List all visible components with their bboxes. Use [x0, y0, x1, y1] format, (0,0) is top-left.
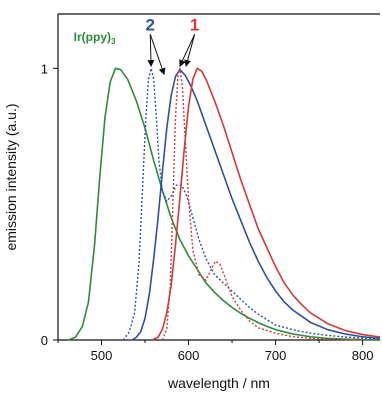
series-layer — [68, 67, 381, 341]
y-tick-label: 0 — [41, 333, 48, 348]
series-label-1: 1 — [190, 15, 199, 34]
series-line-0 — [68, 67, 381, 341]
series-label-subscript: 3 — [111, 37, 116, 46]
annotation-arrow — [149, 34, 166, 76]
series-label-2: 2 — [146, 15, 155, 34]
x-tick-label: 800 — [352, 348, 374, 363]
plot-frame — [57, 13, 380, 341]
annotation-arrow — [179, 34, 196, 67]
x-tick-label: 500 — [91, 348, 113, 363]
series-line-1 — [131, 68, 381, 341]
annotation-arrow — [147, 34, 155, 68]
series-line-4 — [161, 67, 363, 341]
x-tick-label: 700 — [265, 348, 287, 363]
series-label-irppy3: Ir(ppy)3 — [74, 30, 116, 46]
series-line-3 — [151, 67, 381, 341]
axis-layer: 500 600 700 800 0 1 — [41, 61, 374, 363]
annotation-layer: Ir(ppy)3 2 1 — [74, 15, 199, 76]
series-label-text: Ir(ppy) — [74, 30, 111, 44]
y-tick-label: 1 — [41, 61, 48, 76]
y-axis-title: emission intensity (a.u.) — [3, 103, 19, 250]
x-tick-label: 600 — [178, 348, 200, 363]
annotation-arrow — [184, 34, 196, 68]
series-line-2 — [122, 67, 381, 341]
x-axis-title: wavelength / nm — [167, 375, 270, 391]
